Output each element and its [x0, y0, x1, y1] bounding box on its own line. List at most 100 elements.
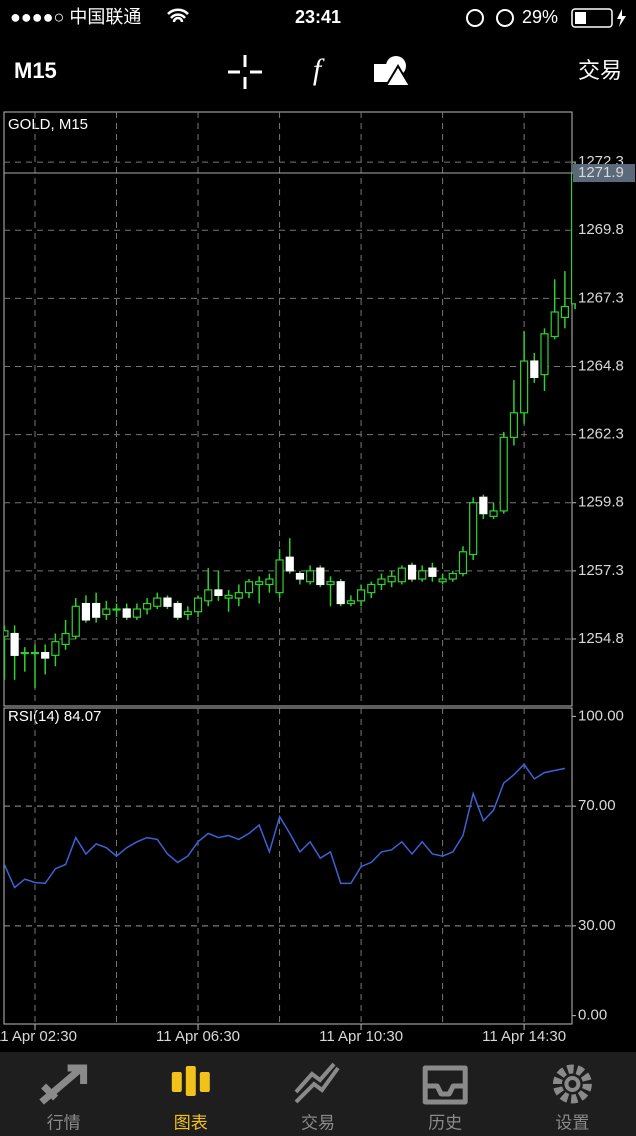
candle-body — [265, 578, 274, 586]
lock-icon — [466, 9, 484, 27]
x-tick-label: 11 Apr 10:30 — [319, 1028, 403, 1045]
candle-body — [387, 575, 396, 583]
candle-body — [550, 311, 559, 338]
tab[interactable]: 交易 — [294, 1062, 340, 1132]
candle-body — [214, 589, 223, 596]
candle-body — [509, 412, 519, 438]
carrier: ●●●●○ 中国联通 — [10, 7, 141, 27]
candle-body — [234, 592, 243, 599]
last-price-box — [573, 164, 635, 183]
candle-body — [61, 632, 70, 646]
tab-icon — [422, 1065, 468, 1105]
y-tick-label: 1259.8 — [578, 494, 624, 511]
candle-body — [356, 589, 366, 602]
tab-icon — [185, 1066, 196, 1096]
rsi-line — [4, 763, 566, 889]
y-tick-label: 70.00 — [578, 797, 616, 814]
candle-body — [530, 360, 539, 378]
candle-body — [489, 510, 498, 517]
y-tick-label: 1262.3 — [578, 426, 624, 443]
candle-body — [183, 611, 192, 616]
tab-label[interactable]: 历史 — [428, 1113, 462, 1132]
candle-body — [326, 581, 335, 586]
last-price-label: 1271.9 — [578, 164, 624, 181]
candle-body — [224, 594, 233, 599]
candle-body — [20, 651, 29, 655]
plot: 11 Apr 02:30 11 Apr 06:30 11 Apr 10:30 11 A… — [0, 112, 635, 1045]
candle-body — [346, 600, 355, 605]
candle-body — [306, 570, 315, 583]
candle-body — [4, 630, 9, 637]
tab[interactable]: 行情 — [39, 1064, 88, 1132]
main-panel — [3, 111, 573, 707]
rsi-title: RSI(14) 84.07 — [8, 708, 101, 725]
candle-body — [244, 581, 254, 594]
candle-body — [377, 578, 386, 586]
objects-button[interactable] — [374, 56, 412, 87]
crosshair-button[interactable] — [228, 55, 262, 89]
y-tick-label: 100.00 — [578, 707, 624, 724]
tab-icon — [294, 1062, 340, 1104]
candle-body — [132, 608, 141, 618]
candle-body — [255, 581, 264, 586]
candle-body — [102, 608, 111, 616]
candle-body — [316, 567, 325, 586]
candle-body — [469, 502, 478, 556]
tab[interactable]: 历史 — [422, 1065, 468, 1132]
x-tick-label: 11 Apr 14:30 — [482, 1028, 566, 1045]
candle-body — [407, 564, 417, 580]
tab-label[interactable]: 图表 — [174, 1113, 208, 1132]
candle-body — [142, 602, 152, 610]
candle-body — [10, 632, 19, 656]
candle-body — [51, 641, 60, 656]
tab-bar — [0, 1052, 636, 1136]
candle-body — [30, 651, 40, 655]
tab[interactable]: 设置 — [552, 1064, 592, 1132]
candle-body — [92, 602, 101, 618]
candle-body — [71, 605, 80, 637]
candle-body — [448, 572, 457, 580]
candle-body — [173, 602, 182, 618]
y-tick-label: 30.00 — [578, 917, 616, 934]
candle-body — [367, 583, 376, 594]
candle-body — [295, 572, 305, 580]
tab-label[interactable]: 行情 — [47, 1113, 81, 1132]
clock: 23:41 — [295, 7, 341, 27]
y-tick-label: 1257.3 — [578, 562, 624, 579]
candle-body — [204, 589, 213, 602]
chart-title: GOLD, M15 — [8, 116, 88, 133]
tab-icon — [552, 1064, 592, 1104]
candle-body — [397, 567, 406, 583]
candle-body — [336, 581, 345, 605]
battery-level — [575, 12, 586, 24]
y-tick-label: 1254.8 — [578, 630, 624, 647]
candle-body — [479, 496, 488, 515]
y-tick-label: 1269.8 — [578, 221, 624, 238]
candles — [4, 162, 576, 689]
candle-body — [560, 305, 569, 319]
trade-button[interactable]: 交易 — [578, 58, 622, 83]
tab[interactable]: 图表 — [171, 1066, 210, 1132]
tab-icon — [39, 1064, 88, 1105]
timeframe-button[interactable]: M15 — [14, 58, 57, 83]
candle-body — [458, 551, 468, 575]
candle-body — [428, 567, 437, 577]
tab-icon — [171, 1072, 182, 1092]
wifi-icon — [167, 8, 189, 23]
charging-icon — [617, 9, 626, 27]
tab-label[interactable]: 设置 — [555, 1113, 589, 1132]
tab-label[interactable]: 交易 — [301, 1113, 335, 1132]
x-tick-label: 11 Apr 06:30 — [156, 1028, 240, 1045]
y-tick-label: 1267.3 — [578, 289, 624, 306]
candle-body — [122, 608, 131, 618]
battery-text: 29% — [522, 7, 558, 27]
y-tick-label: 1264.8 — [578, 357, 624, 374]
candle-body — [418, 570, 427, 580]
battery-icon — [571, 8, 613, 28]
candle-body — [540, 333, 549, 376]
y-tick-label: 0.00 — [578, 1007, 607, 1024]
alarm-icon — [496, 9, 514, 27]
candle-body — [163, 597, 172, 607]
